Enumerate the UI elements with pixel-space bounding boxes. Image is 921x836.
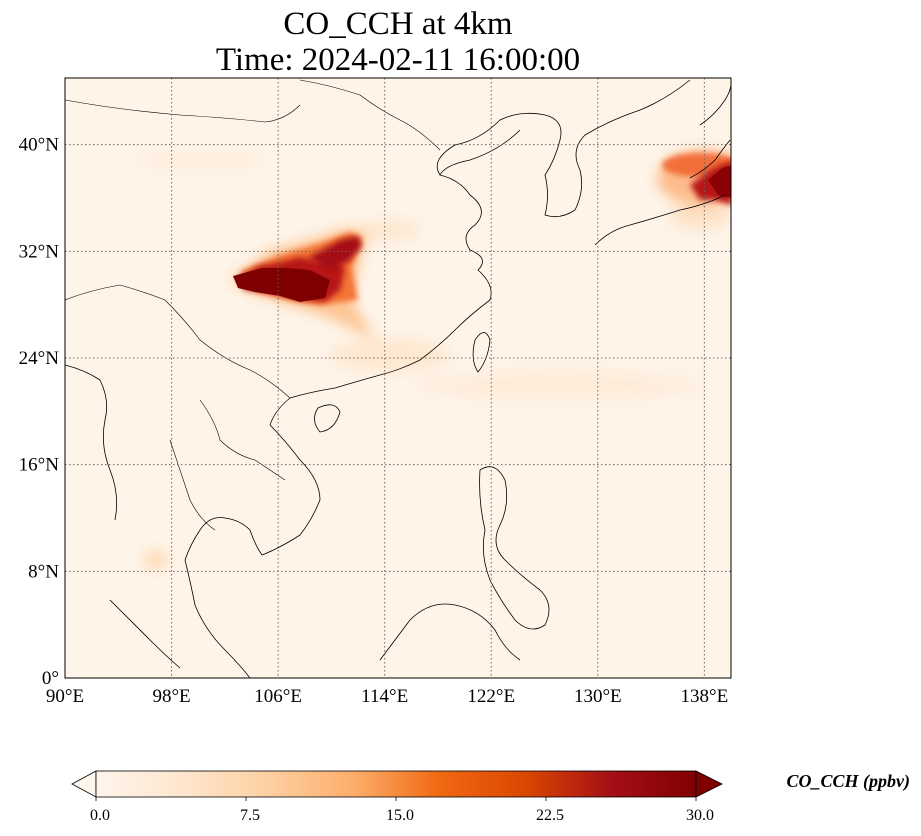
- japan-plume: [657, 150, 731, 206]
- background-haze: [140, 152, 730, 570]
- lon-tick-label: 122°E: [467, 686, 515, 707]
- gridlines: [65, 78, 731, 678]
- colorbar-extend-min: [71, 770, 97, 798]
- colorbar-title: CO_CCH (ppbv): [787, 771, 911, 792]
- lon-tick-label: 130°E: [574, 686, 622, 707]
- colorbar-ramp: [96, 771, 696, 797]
- map-subtitle-time: Time: 2024-02-11 16:00:00: [215, 42, 581, 78]
- colorbar-tick-label: 22.5: [536, 807, 564, 824]
- longitude-labels: 90°E 98°E 106°E 114°E 122°E 130°E 138°E: [46, 686, 728, 707]
- colorbar-ticks: 0.0 7.5 15.0 22.5 30.0: [90, 797, 714, 824]
- lon-tick-label: 90°E: [46, 686, 84, 707]
- lon-tick-label: 138°E: [681, 686, 729, 707]
- map-plot-area: [65, 78, 731, 678]
- colorbar-tick-label: 7.5: [240, 807, 260, 824]
- colorbar: 0.0 7.5 15.0 22.5 30.0 CO_CCH (ppbv): [71, 770, 911, 824]
- lat-tick-label: 24°N: [19, 348, 60, 369]
- colorbar-tick-label: 15.0: [386, 807, 414, 824]
- colorbar-tick-label: 30.0: [686, 807, 714, 824]
- lon-tick-label: 114°E: [361, 686, 408, 707]
- lat-tick-label: 32°N: [19, 241, 60, 262]
- latitude-labels: 0° 8°N 16°N 24°N 32°N 40°N: [19, 135, 60, 689]
- map-frame: [64, 77, 732, 679]
- lat-tick-label: 40°N: [19, 135, 60, 156]
- lon-tick-label: 98°E: [152, 686, 190, 707]
- sichuan-plume: [230, 228, 375, 340]
- lat-tick-label: 8°N: [28, 561, 59, 582]
- coastlines: [65, 79, 731, 678]
- colorbar-tick-label: 0.0: [90, 807, 110, 824]
- lat-tick-label: 0°: [42, 668, 59, 689]
- colorbar-extend-max: [695, 770, 723, 798]
- map-title: CO_CCH at 4km: [283, 6, 513, 42]
- lat-tick-label: 16°N: [19, 455, 60, 476]
- lon-tick-label: 106°E: [254, 686, 302, 707]
